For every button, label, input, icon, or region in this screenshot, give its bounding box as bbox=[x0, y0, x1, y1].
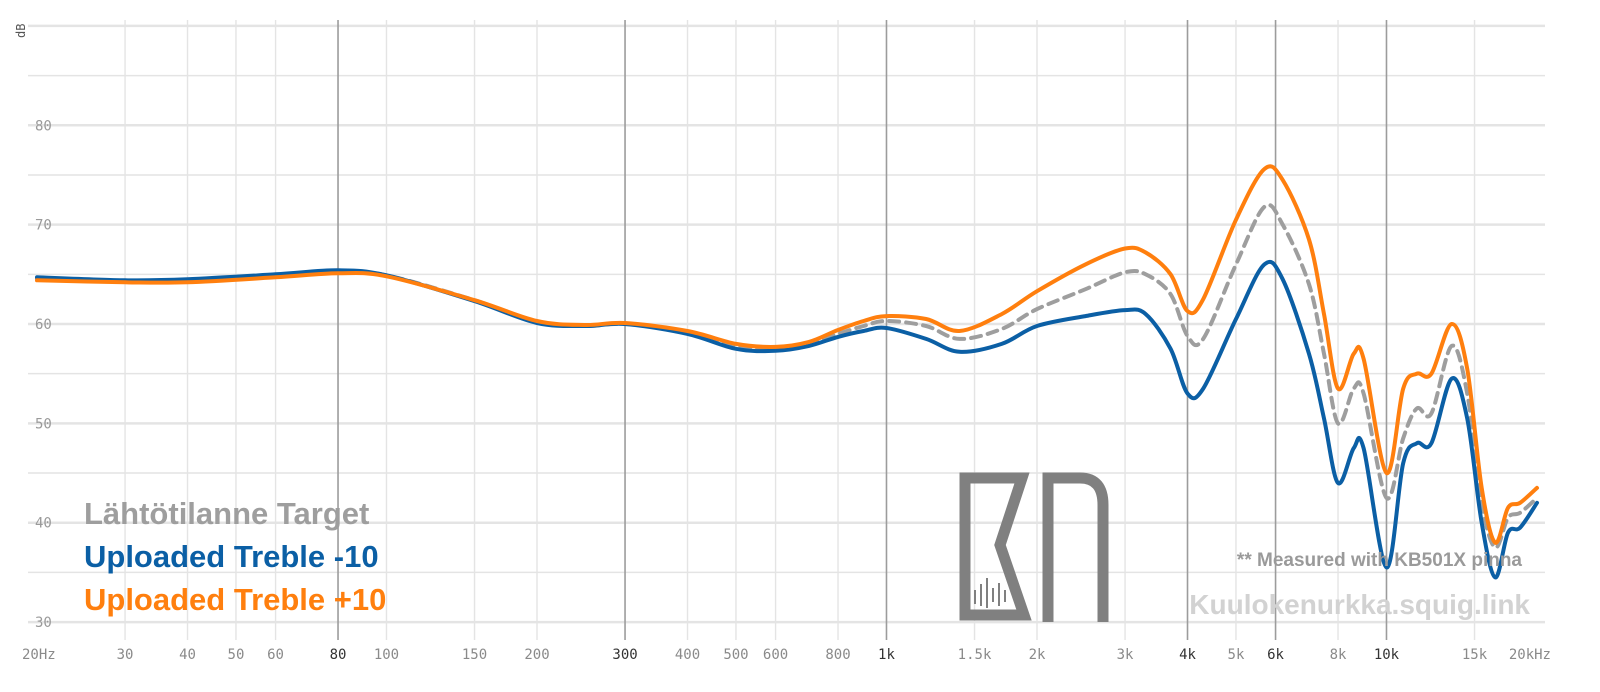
x-tick-label: 15k bbox=[1462, 647, 1488, 663]
y-tick-label: 40 bbox=[35, 516, 52, 532]
x-tick-label: 4k bbox=[1179, 647, 1196, 663]
x-tick-label: 50 bbox=[228, 647, 245, 663]
x-ticks: 20Hz 30 40 50 60 80 100 150 200 300 400 500 600 800 1k… bbox=[22, 647, 1551, 663]
x-tick-label: 5k bbox=[1228, 647, 1245, 663]
x-tick-label: 300 bbox=[612, 647, 637, 663]
x-tick-label: 1k bbox=[878, 647, 895, 663]
series-line-treble-plus-10 bbox=[35, 164, 1539, 545]
y-tick-label: 60 bbox=[35, 317, 52, 333]
x-tick-label: 10k bbox=[1374, 647, 1400, 663]
y-tick-label: 70 bbox=[35, 218, 52, 234]
x-tick-label: 200 bbox=[524, 647, 549, 663]
logo-waveform-icon bbox=[974, 578, 1006, 608]
x-tick-label: 6k bbox=[1267, 647, 1284, 663]
legend-item-treble-minus-10: Uploaded Treble -10 bbox=[84, 539, 379, 574]
legend: Lähtötilanne Target Uploaded Treble -10 … bbox=[84, 496, 386, 617]
logo-k-shape bbox=[959, 472, 1032, 621]
x-tick-label: 3k bbox=[1117, 647, 1134, 663]
site-watermark: Kuulokenurkka.squig.link bbox=[1189, 589, 1530, 620]
x-tick-label: 40 bbox=[179, 647, 196, 663]
x-tick-label: 1.5k bbox=[958, 647, 992, 663]
y-tick-label: 50 bbox=[35, 416, 52, 432]
x-tick-label: 150 bbox=[462, 647, 487, 663]
x-tick-label: 2k bbox=[1029, 647, 1046, 663]
y-ticks: 30 40 50 60 70 80 bbox=[35, 118, 52, 631]
x-tick-label: 100 bbox=[374, 647, 399, 663]
logo-n-shape bbox=[1042, 472, 1109, 622]
x-tick-label: 20kHz bbox=[1509, 647, 1551, 663]
x-tick-label: 20Hz bbox=[22, 647, 56, 663]
x-tick-label: 400 bbox=[675, 647, 700, 663]
y-tick-label: 30 bbox=[35, 615, 52, 631]
kn-logo bbox=[959, 472, 1109, 622]
x-tick-label: 80 bbox=[330, 647, 347, 663]
series-lines bbox=[35, 164, 1539, 580]
x-tick-label: 8k bbox=[1330, 647, 1347, 663]
measurement-note: ** Measured with KB501X pinna bbox=[1237, 550, 1523, 571]
legend-item-treble-plus-10: Uploaded Treble +10 bbox=[84, 582, 386, 617]
y-axis-label: dB bbox=[14, 24, 28, 38]
x-tick-label: 30 bbox=[117, 647, 134, 663]
grid bbox=[28, 20, 1545, 640]
x-tick-label: 600 bbox=[763, 647, 788, 663]
x-tick-label: 800 bbox=[825, 647, 850, 663]
y-tick-label: 80 bbox=[35, 118, 52, 134]
x-tick-label: 500 bbox=[723, 647, 748, 663]
x-tick-label: 60 bbox=[267, 647, 284, 663]
legend-item-target: Lähtötilanne Target bbox=[84, 496, 369, 531]
